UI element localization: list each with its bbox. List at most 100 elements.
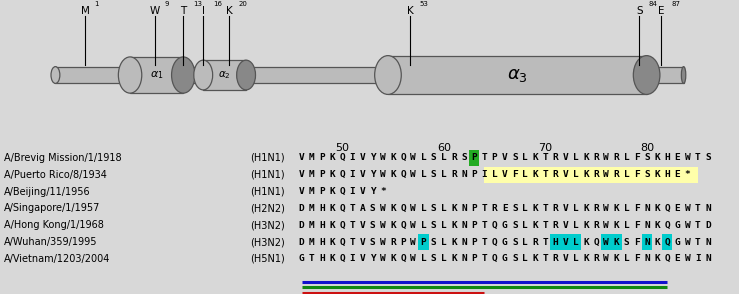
Text: K: K [329,153,335,162]
Text: *: * [685,170,690,179]
Text: R: R [553,153,559,162]
Text: K: K [532,254,538,263]
Text: (H3N2): (H3N2) [250,237,285,247]
Text: 13: 13 [193,1,202,7]
Text: T: T [542,238,548,247]
Text: R: R [593,204,599,213]
Text: L: L [522,204,528,213]
Text: A/Singapore/1/1957: A/Singapore/1/1957 [4,203,100,213]
Text: L: L [624,204,630,213]
Text: W: W [380,254,386,263]
Text: Q: Q [491,238,497,247]
Text: 20: 20 [239,1,248,7]
Text: L: L [420,221,426,230]
Text: R: R [593,221,599,230]
Text: R: R [593,170,599,179]
Text: D: D [705,221,711,230]
Text: T: T [695,204,701,213]
Text: R: R [491,204,497,213]
Bar [55,67,129,83]
Text: D: D [299,238,304,247]
Text: T: T [542,204,548,213]
Text: F: F [512,170,518,179]
Text: S: S [512,153,518,162]
Text: N: N [705,254,711,263]
Text: K: K [451,221,457,230]
Text: A/Wuhan/359/1995: A/Wuhan/359/1995 [4,237,98,247]
Text: E: E [658,6,664,16]
Text: H: H [664,153,670,162]
Text: N: N [644,221,650,230]
Text: 53: 53 [420,1,429,7]
Text: K: K [329,187,335,196]
Text: Y: Y [370,254,375,263]
Text: L: L [522,238,528,247]
Text: K: K [329,204,335,213]
Text: Q: Q [401,221,406,230]
Text: K: K [329,238,335,247]
Text: R: R [553,170,559,179]
Text: S: S [370,221,375,230]
Text: 9: 9 [165,1,169,7]
Text: W: W [380,238,386,247]
Bar [130,57,183,93]
Text: V: V [360,153,365,162]
Text: K: K [654,204,660,213]
Text: I: I [350,153,355,162]
Text: K: K [329,170,335,179]
Text: G: G [502,254,508,263]
Text: I: I [482,170,487,179]
Text: R: R [553,254,559,263]
Text: K: K [406,6,414,16]
Text: M: M [81,6,89,16]
Text: Q: Q [401,153,406,162]
Bar [485,167,698,183]
Bar [662,234,672,250]
Text: K: K [583,238,589,247]
Text: N: N [461,238,467,247]
Text: E: E [675,204,681,213]
Text: V: V [299,187,304,196]
Ellipse shape [51,67,60,83]
Text: W: W [604,170,609,179]
Text: F: F [634,204,640,213]
Ellipse shape [125,67,134,83]
Text: Q: Q [664,254,670,263]
Text: L: L [624,221,630,230]
Text: Q: Q [339,238,345,247]
Text: P: P [471,153,477,162]
Text: L: L [420,153,426,162]
Text: R: R [451,153,457,162]
Text: E: E [675,153,681,162]
Text: T: T [542,221,548,230]
Text: Y: Y [370,153,375,162]
Text: K: K [329,254,335,263]
Text: L: L [624,153,630,162]
Text: L: L [491,170,497,179]
Bar [571,234,581,250]
Text: L: L [573,221,579,230]
Text: P: P [471,238,477,247]
Text: W: W [604,221,609,230]
Text: W: W [380,221,386,230]
Text: D: D [299,221,304,230]
Text: 87: 87 [671,1,680,7]
Text: W: W [685,221,690,230]
Text: I: I [202,6,205,16]
Text: F: F [634,238,640,247]
Text: T: T [542,153,548,162]
Text: P: P [420,238,426,247]
Text: L: L [624,170,630,179]
Text: 80: 80 [640,143,654,153]
Text: R: R [553,221,559,230]
Text: P: P [471,221,477,230]
Text: L: L [573,254,579,263]
Text: W: W [410,153,416,162]
Text: L: L [420,254,426,263]
Text: L: L [522,153,528,162]
Text: K: K [583,221,589,230]
Text: W: W [685,204,690,213]
Text: W: W [410,204,416,213]
Text: V: V [563,170,568,179]
Text: A/Beijing/11/1956: A/Beijing/11/1956 [4,187,90,197]
